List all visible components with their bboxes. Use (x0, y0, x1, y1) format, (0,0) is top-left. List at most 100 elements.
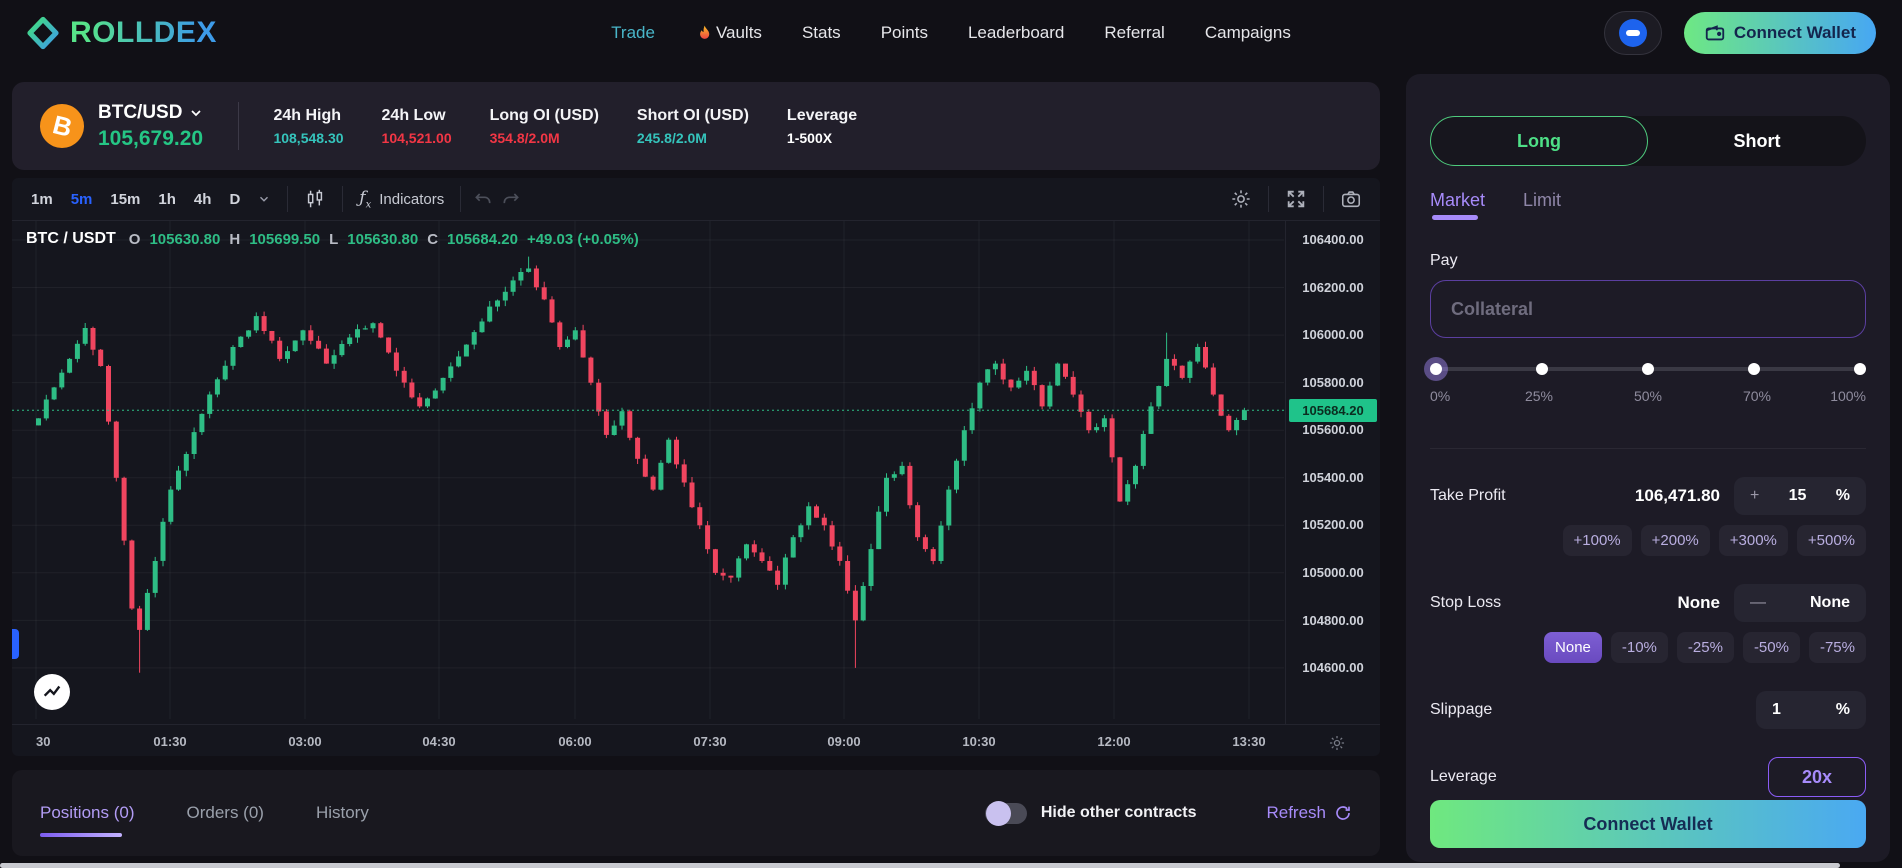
price-axis[interactable]: 105684.20 106400.00 106200.00 106000.00 105… (1285, 221, 1380, 725)
side-tab-short[interactable]: Short (1733, 130, 1781, 151)
sl-quick--50%[interactable]: -50% (1742, 632, 1800, 663)
time-axis[interactable]: 30 01:30 03:00 04:30 06:00 07:30 09:00 10:30 12:… (12, 724, 1380, 756)
horizontal-scrollbar[interactable] (0, 863, 1840, 868)
refresh-button[interactable]: Refresh (1266, 803, 1352, 823)
pair-selector[interactable]: BTC/USD (98, 102, 204, 124)
network-button[interactable] (1603, 11, 1662, 55)
pay-label: Pay (1430, 252, 1458, 269)
stat-label: 24h High (273, 106, 342, 124)
market-stat: Leverage 1-500X (787, 107, 857, 146)
stat-label: Leverage (786, 106, 858, 124)
sl-quick-None[interactable]: None (1544, 632, 1602, 663)
tp-quick-+300%[interactable]: +300% (1718, 525, 1788, 556)
connect-wallet-label: Connect Wallet (1733, 23, 1856, 42)
slider-dot-0%[interactable] (1430, 363, 1442, 375)
chart-settings-button[interactable] (1222, 183, 1260, 215)
slider-dot-50%[interactable] (1642, 363, 1654, 375)
timeframe-4h[interactable]: 4h (193, 190, 212, 208)
legend-value: 105630.80 (347, 230, 419, 248)
bottom-tab-positions[interactable]: Positions (0) (40, 795, 134, 837)
price-axis-label: 104800.00 (1302, 612, 1364, 628)
timeframe-15m[interactable]: 15m (110, 190, 141, 208)
rolldex-logo-icon (27, 16, 59, 50)
side-tabs: Long Short (1430, 116, 1866, 166)
nav-item-label: Vaults (715, 23, 762, 42)
take-profit-percent-input[interactable]: + 15 % (1734, 477, 1866, 515)
collateral-percent-slider[interactable] (1430, 362, 1866, 376)
order-panel: Long Short Market Limit Pay 0% 25% 50% 70% 100… (1406, 74, 1890, 862)
take-profit-label: Take Profit (1430, 487, 1506, 504)
redo-button[interactable] (497, 184, 525, 214)
nav-item-referral[interactable]: Referral (1104, 23, 1164, 43)
nav-item-leaderboard[interactable]: Leaderboard (968, 23, 1064, 43)
timeframe-D[interactable]: D (229, 190, 241, 208)
nav-item-trade[interactable]: Trade (611, 23, 655, 43)
legend-value: 105684.20 (447, 230, 518, 248)
network-icon (1618, 19, 1647, 47)
percent-unit: % (1835, 487, 1850, 504)
stat-label: Short OI (USD) (636, 106, 749, 124)
slider-dot-25%[interactable] (1536, 363, 1548, 375)
nav-item-vaults[interactable]: Vaults (695, 23, 762, 43)
tp-quick-+200%[interactable]: +200% (1640, 525, 1710, 556)
tp-quick-+500%[interactable]: +500% (1796, 525, 1866, 556)
flame-icon (699, 25, 710, 39)
market-info-bar: B BTC/USD 105,679.20 24h High 108,548.30 2… (12, 82, 1380, 170)
timeframe-1h[interactable]: 1h (158, 190, 176, 208)
slider-dot-70%[interactable] (1748, 363, 1760, 375)
take-profit-percent-value: 15 (1788, 487, 1807, 504)
wallet-icon (1705, 25, 1725, 41)
candlestick-chart[interactable]: BTC / USDT O 105630.80 H 105699.50 L 105630.8… (12, 221, 1285, 724)
take-profit-quick-buttons: +100% +200% +300% +500% (1430, 525, 1866, 556)
chart-panel: 1m 5m 15m 1h 4h D ƒx Indicators (12, 178, 1380, 756)
brand[interactable]: ROLLDEX (26, 16, 217, 50)
nav-item-stats[interactable]: Stats (802, 23, 841, 43)
brand-name: ROLLDEX (70, 16, 217, 49)
snapshot-button[interactable] (1332, 183, 1370, 215)
slippage-label: Slippage (1430, 701, 1493, 718)
stat-value: 104,521.00 (381, 129, 452, 146)
slippage-input[interactable]: 1 % (1756, 691, 1866, 729)
stat-value: 108,548.30 (273, 129, 344, 146)
bottom-tab-history[interactable]: History (315, 803, 369, 822)
side-tab-long[interactable]: Long (1430, 116, 1648, 166)
timeframe-1m[interactable]: 1m (31, 190, 53, 208)
timeframe-dropdown[interactable] (249, 187, 279, 211)
axis-settings-button[interactable] (1320, 729, 1354, 757)
time-axis-label: 06:00 (558, 734, 592, 750)
sl-quick--25%[interactable]: -25% (1676, 632, 1734, 663)
timeframe-5m[interactable]: 5m (70, 190, 93, 208)
collateral-input[interactable] (1430, 280, 1866, 338)
time-axis-label: 09:00 (827, 734, 861, 750)
tradingview-logo[interactable] (34, 674, 70, 711)
bottom-tab-orders[interactable]: Orders (0) (186, 803, 264, 822)
percent-unit: % (1835, 701, 1850, 718)
hide-other-contracts-toggle[interactable]: Hide other contracts (984, 800, 1196, 826)
market-stat: Long OI (USD) 354.8/2.0M (490, 107, 599, 146)
drawing-toolbar-handle[interactable] (12, 629, 19, 660)
sl-quick--10%[interactable]: -10% (1610, 632, 1668, 663)
slippage-value: 1 (1772, 701, 1781, 718)
order-type-tab-market[interactable]: Market (1430, 190, 1485, 220)
connect-wallet-button[interactable]: Connect Wallet (1683, 12, 1876, 54)
sl-quick--75%[interactable]: -75% (1808, 632, 1866, 663)
candles-svg (12, 221, 1284, 720)
stop-loss-percent-input[interactable]: — None (1734, 584, 1866, 622)
order-type-tab-limit[interactable]: Limit (1523, 190, 1562, 210)
refresh-icon (1336, 806, 1350, 820)
undo-icon (475, 193, 491, 204)
stop-loss-price: None (1677, 593, 1721, 612)
slippage-row: Slippage 1 % (1430, 691, 1866, 729)
nav-item-points[interactable]: Points (881, 23, 928, 43)
chart-style-button[interactable] (296, 183, 334, 215)
tp-quick-+100%[interactable]: +100% (1562, 525, 1632, 556)
nav-item-campaigns[interactable]: Campaigns (1205, 23, 1291, 43)
time-axis-label: 12:00 (1097, 734, 1131, 750)
fullscreen-button[interactable] (1277, 183, 1315, 215)
slider-dot-100%[interactable] (1854, 363, 1866, 375)
undo-button[interactable] (469, 184, 497, 214)
leverage-selector[interactable]: 20x (1768, 757, 1866, 797)
indicators-button[interactable]: ƒx Indicators (351, 183, 452, 215)
price-axis-label: 104600.00 (1302, 660, 1364, 676)
connect-wallet-submit-button[interactable]: Connect Wallet (1430, 800, 1866, 848)
